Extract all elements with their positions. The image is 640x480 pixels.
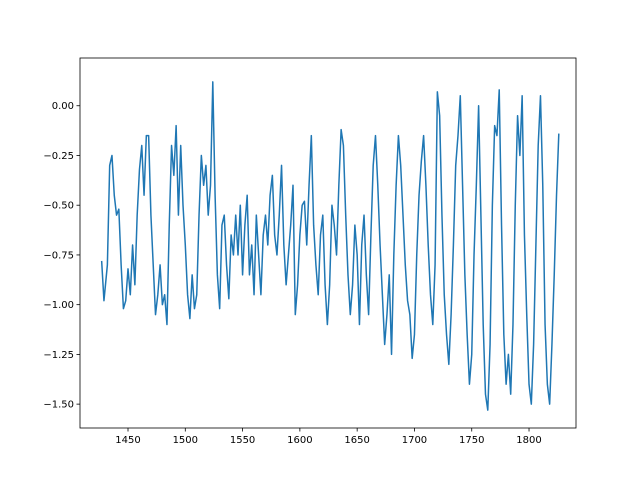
y-tick-label: −0.25	[43, 151, 74, 162]
x-tick-label: 1450	[115, 435, 140, 446]
x-tick-label: 1550	[230, 435, 255, 446]
axes-frame	[79, 57, 577, 429]
y-tick-label: −0.75	[43, 250, 74, 261]
y-tick-label: −1.50	[43, 400, 74, 411]
data-line	[100, 81, 560, 411]
y-tick-label: −1.00	[43, 300, 74, 311]
x-tick-label: 1600	[287, 435, 312, 446]
y-tick-label: −1.25	[43, 350, 74, 361]
x-tick-label: 1800	[516, 435, 541, 446]
x-tick-label: 1500	[173, 435, 198, 446]
x-tick-label: 1750	[459, 435, 484, 446]
plot-area	[80, 58, 576, 428]
x-tick-label: 1700	[402, 435, 427, 446]
x-tick-label: 1650	[344, 435, 369, 446]
y-tick-label: 0.00	[52, 101, 74, 112]
y-tick-label: −0.50	[43, 201, 74, 212]
